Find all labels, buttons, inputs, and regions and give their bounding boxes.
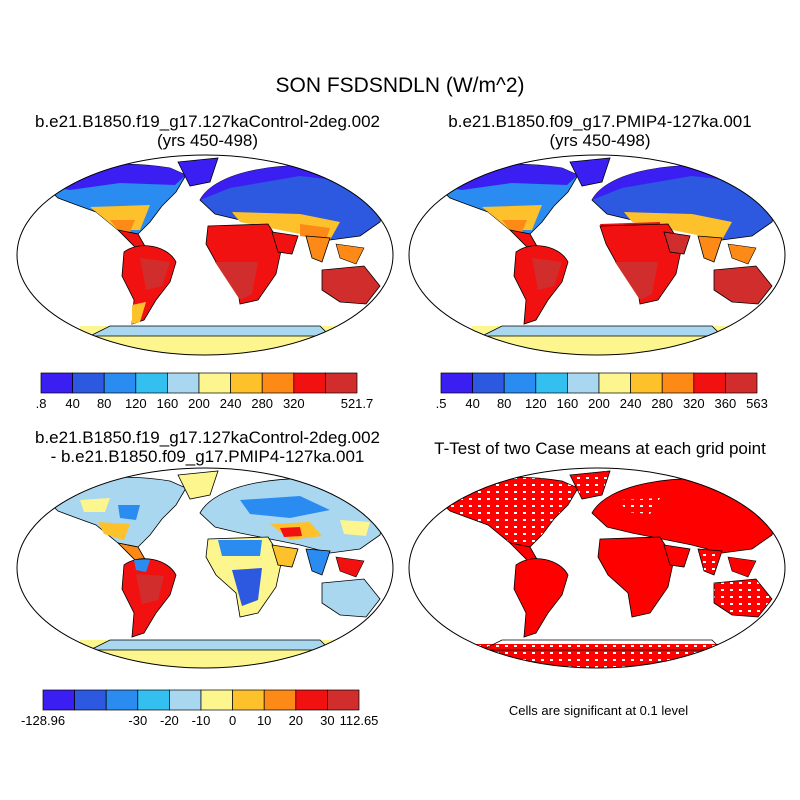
colorbar-tick-label: .5 (435, 396, 447, 411)
colorbar-swatch (630, 372, 663, 394)
colorbar-tick-label: 112.65 (339, 713, 379, 728)
colorbar-tick-label: 360 (714, 396, 737, 411)
colorbar-tick-label: 320 (282, 396, 305, 411)
colorbar-tick-label: 200 (188, 396, 210, 411)
colorbar-tick-label: 80 (496, 396, 512, 411)
map-bottom-right (408, 467, 786, 669)
colorbar-tick-label: 320 (682, 396, 705, 411)
colorbar-swatch (200, 689, 233, 711)
colorbar-swatch (295, 689, 328, 711)
significance-note: Cells are significant at 0.1 level (508, 703, 689, 718)
colorbar-tick-label: -10 (191, 713, 211, 728)
colorbar-swatch (263, 689, 297, 711)
colorbar-tick-label: 40 (65, 396, 80, 411)
colorbar-swatch (725, 372, 758, 394)
colorbar-swatch (167, 372, 200, 394)
colorbar-swatch (135, 372, 168, 394)
colorbar-tick-label: .8 (35, 396, 47, 411)
colorbar-tick-label: 20 (288, 713, 304, 728)
colorbar-tick-label: 160 (156, 396, 179, 411)
colorbar-tick-label: 120 (124, 396, 147, 411)
colorbar-swatch (567, 372, 600, 394)
colorbar-tick-label: -30 (128, 713, 148, 728)
colorbar-swatch (503, 372, 537, 394)
colorbar-swatch (74, 689, 107, 711)
panel-subtitle-top-right: (yrs 450-498) (549, 131, 651, 150)
colorbar-swatch (293, 372, 326, 394)
colorbar-bottom-left (42, 689, 360, 711)
colorbar-swatch (137, 689, 170, 711)
panel-title-bottom-left: b.e21.B1850.f19_g17.127kaControl-2deg.00… (34, 428, 380, 447)
colorbar-swatch (598, 372, 631, 394)
colorbar-swatch (72, 372, 105, 394)
colorbar-tick-label: 240 (219, 396, 242, 411)
colorbar-swatch (105, 689, 139, 711)
panel-title-top-right: b.e21.B1850.f09_g17.PMIP4-127ka.001 (448, 112, 752, 131)
colorbar-tick-label: 10 (256, 713, 272, 728)
colorbar-swatch (42, 689, 75, 711)
colorbar-tick-label: 30 (320, 713, 335, 728)
colorbar-swatch (661, 372, 695, 394)
colorbar-tick-label: 0 (228, 713, 237, 728)
map-bottom-left (16, 467, 394, 669)
colorbar-swatch (232, 689, 265, 711)
colorbar-tick-label: 521.7 (340, 396, 374, 411)
map-top-left (16, 154, 394, 356)
colorbar-top-left (40, 372, 358, 394)
panel-subtitle-top-left: (yrs 450-498) (156, 131, 259, 150)
colorbar-swatch (198, 372, 231, 394)
colorbar-swatch (261, 372, 295, 394)
colorbar-swatch (325, 372, 358, 394)
colorbar-swatch (472, 372, 505, 394)
panel-subtitle-bottom-left: - b.e21.B1850.f09_g17.PMIP4-127ka.001 (50, 447, 365, 466)
colorbar-tick-label: 280 (651, 396, 674, 411)
colorbar-swatch (693, 372, 726, 394)
panel-title-bottom-right: T-Test of two Case means at each grid po… (434, 439, 766, 458)
colorbar-tick-label: 280 (251, 396, 274, 411)
colorbar-swatch (535, 372, 568, 394)
colorbar-swatch (103, 372, 137, 394)
colorbar-swatch (230, 372, 263, 394)
colorbar-tick-label: 80 (96, 396, 112, 411)
colorbar-tick-label: 200 (588, 396, 610, 411)
panel-title-top-left: b.e21.B1850.f19_g17.127kaControl-2deg.00… (34, 112, 380, 131)
colorbar-tick-label: 240 (619, 396, 642, 411)
colorbar-tick-label: 563 (746, 396, 768, 411)
map-top-right (408, 154, 786, 356)
colorbar-tick-label: -128.96 (20, 713, 66, 728)
main-title: SON FSDSNDLN (W/m^2) (275, 74, 525, 97)
colorbar-tick-label: 120 (524, 396, 547, 411)
colorbar-tick-label: 40 (465, 396, 480, 411)
colorbar-swatch (169, 689, 202, 711)
colorbar-tick-label: 160 (556, 396, 579, 411)
colorbar-swatch (327, 689, 360, 711)
colorbar-swatch (440, 372, 473, 394)
colorbar-top-right (440, 372, 758, 394)
colorbar-tick-label: -20 (159, 713, 179, 728)
colorbar-swatch (40, 372, 73, 394)
